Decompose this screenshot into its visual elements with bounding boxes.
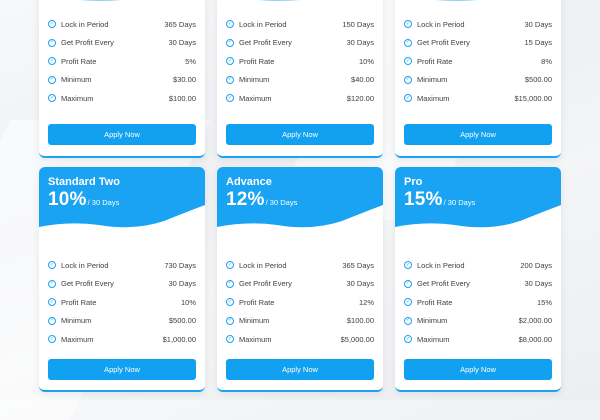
feature-row-maximum: ✓ Maximum $1,000.00 (48, 334, 196, 344)
apply-now-button[interactable]: Apply Now (404, 359, 552, 380)
feature-row-minimum: ✓ Minimum $30.00 (48, 75, 196, 85)
plan-name: Advance (226, 176, 272, 188)
feature-row-lock-period: ✓ Lock in Period 150 Days (226, 19, 374, 29)
check-circle-icon: ✓ (404, 94, 412, 103)
feature-row-maximum: ✓ Maximum $5,000.00 (226, 334, 374, 344)
feature-row-minimum: ✓ Minimum $500.00 (404, 75, 552, 85)
check-circle-icon: ✓ (404, 38, 412, 47)
rate-period: / 30 Days (87, 198, 120, 207)
plan-card-top-1: ✓ Lock in Period 365 Days ✓ Get Profit Ever… (39, 0, 205, 158)
feature-list: ✓ Lock in Period 200 Days ✓ Get Profit Ever… (404, 256, 552, 349)
check-circle-icon: ✓ (48, 57, 56, 66)
check-circle-icon: ✓ (48, 38, 56, 47)
feature-row-profit-rate: ✓ Profit Rate 8% (404, 56, 552, 66)
plan-card-top-2: ✓ Lock in Period 150 Days ✓ Get Profit Ever… (217, 0, 383, 158)
check-circle-icon: ✓ (404, 20, 412, 29)
feature-row-profit-every: ✓ Get Profit Every 30 Days (404, 279, 552, 289)
feature-row-profit-every: ✓ Get Profit Every 30 Days (226, 38, 374, 48)
check-circle-icon: ✓ (48, 20, 56, 29)
check-circle-icon: ✓ (48, 94, 56, 103)
plan-card-advance: Advance 12% / 30 Days ✓ Lock in Period 365… (217, 167, 383, 392)
feature-row-lock-period: ✓ Lock in Period 365 Days (226, 260, 374, 270)
feature-row-profit-every: ✓ Get Profit Every 30 Days (48, 279, 196, 289)
check-circle-icon: ✓ (404, 75, 412, 84)
apply-now-button[interactable]: Apply Now (404, 124, 552, 145)
feature-row-maximum: ✓ Maximum $120.00 (226, 93, 374, 103)
plan-card-top-3: ✓ Lock in Period 30 Days ✓ Get Profit Every… (395, 0, 561, 158)
check-circle-icon: ✓ (226, 94, 234, 103)
check-circle-icon: ✓ (48, 75, 56, 84)
check-circle-icon: ✓ (226, 298, 234, 307)
feature-row-profit-rate: ✓ Profit Rate 12% (226, 297, 374, 307)
check-circle-icon: ✓ (404, 298, 412, 307)
card-header-wave (217, 0, 383, 6)
feature-row-minimum: ✓ Minimum $40.00 (226, 75, 374, 85)
check-circle-icon: ✓ (404, 261, 412, 270)
feature-row-profit-rate: ✓ Profit Rate 15% (404, 297, 552, 307)
feature-row-maximum: ✓ Maximum $8,000.00 (404, 334, 552, 344)
check-circle-icon: ✓ (226, 75, 234, 84)
feature-row-profit-rate: ✓ Profit Rate 10% (226, 56, 374, 66)
interest-rate: 10% (48, 189, 87, 210)
card-header: Pro 15% / 30 Days (395, 167, 561, 247)
feature-row-profit-every: ✓ Get Profit Every 30 Days (48, 38, 196, 48)
check-circle-icon: ✓ (48, 261, 56, 270)
feature-row-minimum: ✓ Minimum $500.00 (48, 316, 196, 326)
check-circle-icon: ✓ (48, 298, 56, 307)
feature-list: ✓ Lock in Period 150 Days ✓ Get Profit Ever… (226, 15, 374, 108)
rate-row: 12% / 30 Days (226, 189, 297, 211)
check-circle-icon: ✓ (226, 20, 234, 29)
check-circle-icon: ✓ (404, 335, 412, 344)
feature-list: ✓ Lock in Period 365 Days ✓ Get Profit Ever… (226, 256, 374, 349)
card-header-wave (395, 0, 561, 6)
check-circle-icon: ✓ (226, 335, 234, 344)
feature-row-lock-period: ✓ Lock in Period 730 Days (48, 260, 196, 270)
feature-row-maximum: ✓ Maximum $100.00 (48, 93, 196, 103)
card-header-wave (39, 0, 205, 6)
plan-card-pro: Pro 15% / 30 Days ✓ Lock in Period 200 Day… (395, 167, 561, 392)
check-circle-icon: ✓ (404, 57, 412, 66)
plan-name: Standard Two (48, 176, 120, 188)
feature-row-minimum: ✓ Minimum $100.00 (226, 316, 374, 326)
feature-row-profit-rate: ✓ Profit Rate 5% (48, 56, 196, 66)
feature-row-minimum: ✓ Minimum $2,000.00 (404, 316, 552, 326)
rate-period: / 30 Days (265, 198, 298, 207)
check-circle-icon: ✓ (48, 279, 56, 288)
check-circle-icon: ✓ (226, 279, 234, 288)
feature-row-profit-every: ✓ Get Profit Every 15 Days (404, 38, 552, 48)
feature-row-profit-rate: ✓ Profit Rate 10% (48, 297, 196, 307)
plan-name: Pro (404, 176, 423, 188)
interest-rate: 15% (404, 189, 443, 210)
apply-now-button[interactable]: Apply Now (48, 124, 196, 145)
interest-rate: 12% (226, 189, 265, 210)
card-header: Standard Two 10% / 30 Days (39, 167, 205, 247)
card-header-wave (395, 167, 561, 228)
feature-row-maximum: ✓ Maximum $15,000.00 (404, 93, 552, 103)
check-circle-icon: ✓ (226, 57, 234, 66)
apply-now-button[interactable]: Apply Now (226, 124, 374, 145)
apply-now-button[interactable]: Apply Now (48, 359, 196, 380)
card-header-wave (217, 167, 383, 228)
rate-row: 10% / 30 Days (48, 189, 119, 211)
feature-list: ✓ Lock in Period 365 Days ✓ Get Profit Ever… (48, 15, 196, 108)
check-circle-icon: ✓ (226, 38, 234, 47)
feature-row-profit-every: ✓ Get Profit Every 30 Days (226, 279, 374, 289)
check-circle-icon: ✓ (48, 316, 56, 325)
apply-now-button[interactable]: Apply Now (226, 359, 374, 380)
check-circle-icon: ✓ (226, 316, 234, 325)
rate-period: / 30 Days (443, 198, 476, 207)
check-circle-icon: ✓ (48, 335, 56, 344)
feature-list: ✓ Lock in Period 30 Days ✓ Get Profit Every… (404, 15, 552, 108)
rate-row: 15% / 30 Days (404, 189, 475, 211)
check-circle-icon: ✓ (404, 316, 412, 325)
feature-row-lock-period: ✓ Lock in Period 365 Days (48, 19, 196, 29)
feature-row-lock-period: ✓ Lock in Period 200 Days (404, 260, 552, 270)
card-header: Advance 12% / 30 Days (217, 167, 383, 247)
plan-card-standard-two: Standard Two 10% / 30 Days ✓ Lock in Peri… (39, 167, 205, 392)
check-circle-icon: ✓ (226, 261, 234, 270)
feature-list: ✓ Lock in Period 730 Days ✓ Get Profit Ever… (48, 256, 196, 349)
check-circle-icon: ✓ (404, 279, 412, 288)
feature-row-lock-period: ✓ Lock in Period 30 Days (404, 19, 552, 29)
card-header-wave (39, 167, 205, 228)
